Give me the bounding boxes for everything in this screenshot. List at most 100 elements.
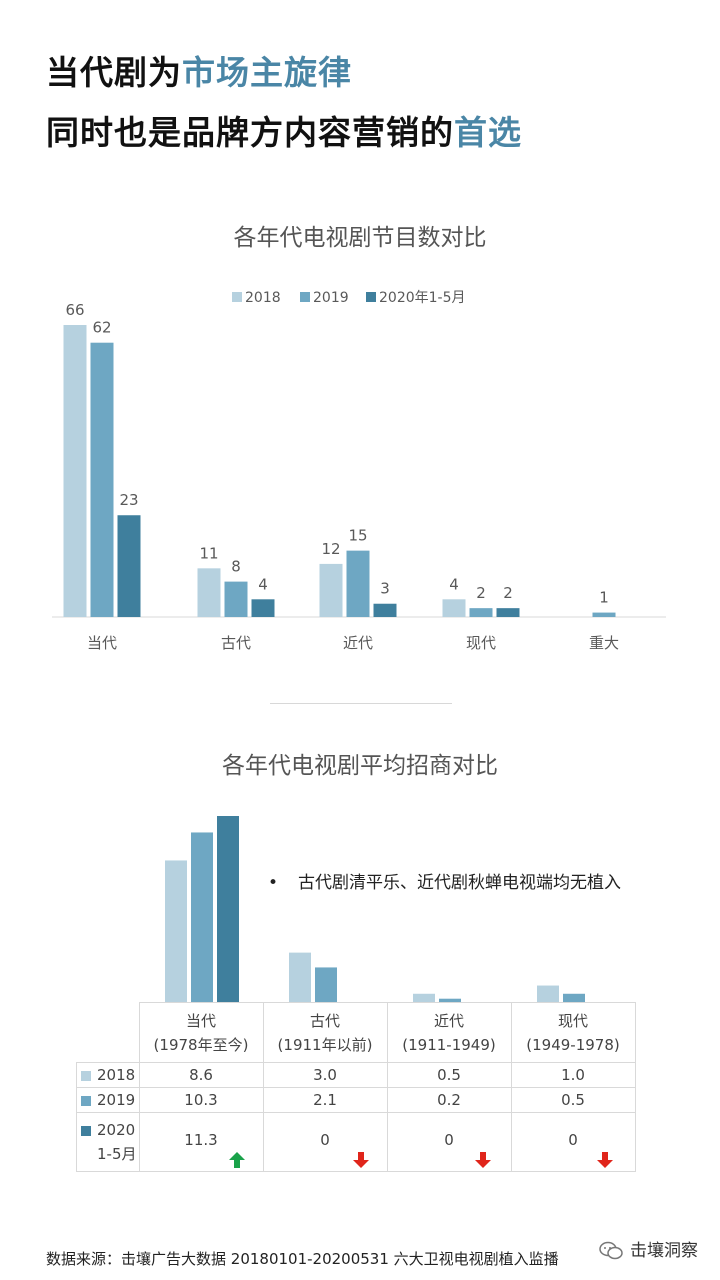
table-header-recent: 现代 (1949-1978) xyxy=(510,1002,636,1063)
header-category: 当代 xyxy=(185,1011,216,1030)
data-label: 23 xyxy=(119,491,138,509)
wechat-icon xyxy=(599,1241,623,1260)
x-tick-label: 古代 xyxy=(221,634,251,652)
legend-swatch-2018 xyxy=(81,1070,91,1081)
table-row: 2019 10.3 2.1 0.2 0.5 xyxy=(76,1087,636,1113)
bar xyxy=(165,860,187,1002)
legend-swatch xyxy=(366,292,376,302)
header-sublabel: (1911年以前) xyxy=(277,1035,373,1054)
header-sublabel: (1978年至今) xyxy=(153,1035,249,1054)
legend-swatch-2019 xyxy=(81,1095,91,1106)
table-cell: 8.6 xyxy=(138,1062,264,1088)
table-cell: 0 xyxy=(262,1112,388,1172)
x-tick-label: 重大 xyxy=(589,634,619,652)
data-label: 62 xyxy=(92,319,111,337)
data-label: 12 xyxy=(321,540,340,558)
row-label-2019: 2019 xyxy=(76,1087,140,1113)
bar xyxy=(90,342,114,617)
bar xyxy=(191,832,213,1002)
table-cell: 3.0 xyxy=(262,1062,388,1088)
chart-note: • 古代剧清平乐、近代剧秋蝉电视端均无植入 xyxy=(268,868,621,893)
note-bullet: • xyxy=(268,873,279,893)
header-sublabel: (1911-1949) xyxy=(402,1035,496,1054)
note-text: 古代剧清平乐、近代剧秋蝉电视端均无植入 xyxy=(298,873,622,893)
chart-2-title: 各年代电视剧平均招商对比 xyxy=(222,753,498,779)
bar xyxy=(439,998,461,1002)
bar xyxy=(537,985,559,1002)
cell-value: 0 xyxy=(568,1131,578,1149)
header-sublabel: (1949-1978) xyxy=(526,1035,620,1054)
section-divider xyxy=(270,703,452,704)
bar xyxy=(496,608,520,617)
table-cell: 2.1 xyxy=(262,1087,388,1113)
bar xyxy=(217,816,239,1002)
bar xyxy=(319,563,343,617)
table-cell: 10.3 xyxy=(138,1087,264,1113)
data-source: 数据来源：击壤广告大数据 20180101-20200531 六大卫视电视剧植入… xyxy=(46,1250,559,1268)
bar xyxy=(197,568,221,617)
bar xyxy=(315,967,337,1002)
legend-label: 2018 xyxy=(245,290,281,306)
header-category: 近代 xyxy=(433,1011,464,1030)
cell-value: 11.3 xyxy=(184,1131,218,1149)
header-category: 现代 xyxy=(557,1011,588,1030)
data-label: 11 xyxy=(199,544,218,562)
cell-value: 0 xyxy=(444,1131,454,1149)
bar xyxy=(469,608,493,617)
bar xyxy=(63,325,87,617)
bar xyxy=(373,603,397,617)
data-label: 4 xyxy=(258,575,268,593)
bar xyxy=(289,952,311,1002)
bar xyxy=(442,599,466,617)
table-cell: 0.5 xyxy=(510,1087,636,1113)
row-label-text: 2020 xyxy=(97,1121,136,1139)
x-tick-label: 当代 xyxy=(87,634,117,652)
avg-sponsorship-chart xyxy=(165,816,585,1002)
data-label: 15 xyxy=(348,527,367,545)
legend-label: 2020年1-5月 xyxy=(379,290,466,306)
brand-watermark: 击壤洞察 xyxy=(598,1236,698,1261)
trend-up-icon xyxy=(228,1152,245,1168)
row-label-text: 2018 xyxy=(97,1066,136,1084)
trend-down-icon xyxy=(352,1152,369,1168)
headline-line-2-highlight: 首选 xyxy=(454,113,522,152)
bar xyxy=(251,599,275,617)
headline-line-1-prefix: 当代剧为 xyxy=(46,53,182,92)
table-cell: 0.5 xyxy=(386,1062,512,1088)
trend-down-icon xyxy=(474,1152,491,1168)
chart-1-title: 各年代电视剧节目数对比 xyxy=(233,225,487,251)
bar xyxy=(592,612,616,617)
table-cell: 0 xyxy=(510,1112,636,1172)
cell-value: 0 xyxy=(320,1131,330,1149)
row-label-subtext: 1-5月 xyxy=(97,1145,137,1163)
legend-swatch xyxy=(232,292,242,302)
bar xyxy=(117,515,141,617)
table-header-ancient: 古代 (1911年以前) xyxy=(262,1002,388,1063)
data-label: 3 xyxy=(380,580,390,598)
avg-sponsorship-table: 当代 (1978年至今) 古代 (1911年以前) 近代 (1911-1949) 现代… xyxy=(76,1002,636,1172)
header-category: 古代 xyxy=(309,1011,340,1030)
data-label: 8 xyxy=(231,558,241,576)
table-header-contemporary: 当代 (1978年至今) xyxy=(138,1002,264,1063)
brand-name: 击壤洞察 xyxy=(630,1241,698,1261)
legend-swatch-2020 xyxy=(81,1125,91,1136)
headline-line-1-highlight: 市场主旋律 xyxy=(182,53,352,92)
headline-line-2-prefix: 同时也是品牌方内容营销的 xyxy=(46,113,454,152)
table-cell: 1.0 xyxy=(510,1062,636,1088)
legend-swatch xyxy=(300,292,310,302)
legend-label: 2019 xyxy=(313,290,349,306)
table-corner xyxy=(77,1003,140,1063)
row-label-text: 2019 xyxy=(97,1091,136,1109)
x-tick-label: 近代 xyxy=(343,634,373,652)
data-label: 2 xyxy=(476,584,486,602)
data-label: 66 xyxy=(65,301,84,319)
data-label: 4 xyxy=(449,575,459,593)
table-cell: 11.3 xyxy=(138,1112,264,1172)
bar xyxy=(413,993,435,1002)
bar xyxy=(563,993,585,1002)
table-row: 2018 8.6 3.0 0.5 1.0 xyxy=(76,1062,636,1088)
table-cell: 0.2 xyxy=(386,1087,512,1113)
row-label-2020: 2020 1-5月 xyxy=(76,1112,140,1172)
row-label-2018: 2018 xyxy=(76,1062,140,1088)
trend-down-icon xyxy=(596,1152,613,1168)
